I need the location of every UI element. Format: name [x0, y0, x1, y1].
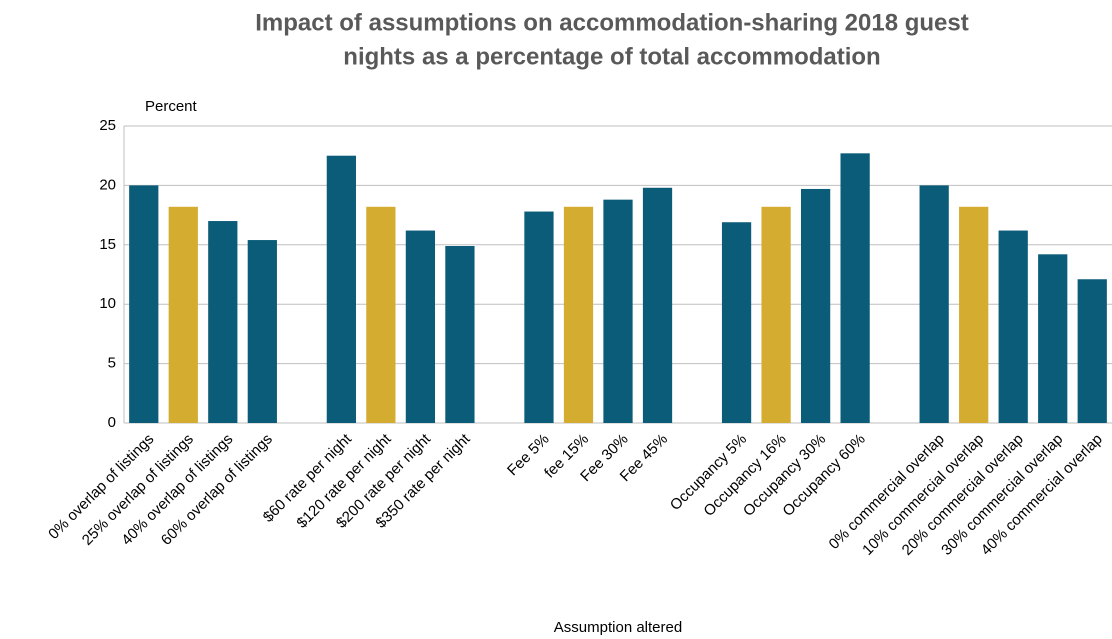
bar [445, 245, 475, 423]
bar [603, 199, 633, 423]
y-axis-label: Percent [145, 98, 198, 115]
x-axis-label: Assumption altered [554, 619, 682, 636]
bar [366, 206, 396, 423]
y-tick-label: 0 [108, 414, 116, 431]
bar [524, 211, 554, 423]
bar [1077, 279, 1107, 423]
y-tick-label: 15 [99, 236, 116, 253]
bar [208, 221, 238, 423]
bar [247, 240, 277, 423]
bar [168, 206, 198, 423]
y-tick-label: 10 [99, 295, 116, 312]
y-tick-label: 25 [99, 117, 116, 134]
bar [761, 206, 791, 423]
bar [800, 188, 831, 423]
bar [1038, 254, 1068, 423]
bar [840, 153, 870, 423]
chart-title: Impact of assumptions on accommodation-s… [255, 9, 968, 36]
bar [405, 230, 436, 423]
bar [919, 185, 949, 423]
chart-title: nights as a percentage of total accommod… [343, 43, 880, 70]
bar [563, 206, 594, 423]
y-tick-label: 5 [108, 355, 116, 372]
bar [129, 185, 159, 423]
bar [642, 187, 673, 423]
bar [721, 222, 752, 423]
y-tick-label: 20 [99, 176, 116, 193]
bar [326, 155, 356, 423]
bar [998, 230, 1028, 423]
bar [959, 206, 989, 423]
